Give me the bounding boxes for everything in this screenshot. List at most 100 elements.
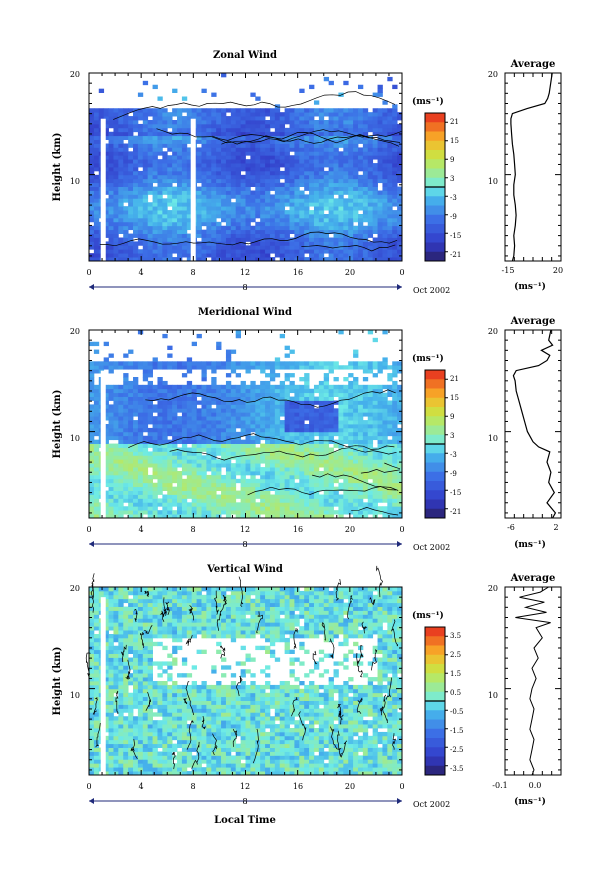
heatmap-cell	[186, 490, 193, 495]
heatmap-cell	[338, 206, 344, 211]
heatmap-cell	[225, 380, 232, 386]
heatmap-cell	[225, 217, 232, 223]
heatmap-cell	[392, 202, 398, 207]
heatmap-cell	[201, 384, 207, 390]
heatmap-cell	[338, 400, 344, 405]
heatmap-cell	[93, 108, 100, 113]
heatmap-cell	[118, 214, 124, 219]
heatmap-cell	[333, 155, 339, 160]
heatmap-cell	[255, 494, 261, 499]
heatmap-cell	[284, 210, 290, 215]
heatmap-cell	[294, 229, 300, 234]
heatmap-cell	[93, 237, 100, 242]
heatmap-cell	[392, 178, 398, 184]
heatmap-cell	[392, 439, 398, 444]
heatmap-cell	[201, 404, 207, 409]
heatmap-cell	[260, 233, 266, 238]
heatmap-cell	[93, 190, 100, 195]
heatmap-cell	[147, 120, 153, 125]
heatmap-cell	[284, 178, 290, 184]
heatmap-cell	[284, 459, 290, 464]
heatmap-cell	[225, 186, 232, 191]
heatmap-cell	[392, 84, 398, 90]
heatmap-cell	[191, 431, 197, 437]
heatmap-cell	[206, 206, 212, 211]
heatmap-cell	[343, 139, 349, 144]
heatmap-cell	[152, 143, 158, 148]
heatmap-cell	[172, 431, 178, 437]
heatmap-cell	[362, 377, 369, 382]
heatmap-cell	[348, 498, 354, 503]
heatmap-cell	[147, 443, 153, 448]
heatmap-cell	[177, 135, 183, 140]
heatmap-cell	[181, 135, 188, 140]
heatmap-cell	[221, 174, 227, 180]
heatmap-cell	[289, 435, 295, 441]
heatmap-cell	[123, 108, 129, 113]
heatmap-cell	[245, 427, 251, 433]
heatmap-cell	[328, 494, 334, 499]
heatmap-cell	[216, 249, 222, 254]
heatmap-cell	[387, 123, 393, 129]
heatmap-cell	[157, 159, 163, 164]
heatmap-cell	[348, 490, 354, 495]
heatmap-cell	[284, 506, 290, 511]
heatmap-cell	[255, 365, 261, 370]
heatmap-cell	[245, 369, 251, 374]
heatmap-cell	[367, 116, 374, 121]
heatmap-cell	[353, 170, 359, 176]
heatmap-cell	[269, 400, 276, 405]
heatmap-cell	[357, 471, 364, 476]
heatmap-cell	[133, 170, 139, 176]
heatmap-cell	[221, 392, 227, 397]
heatmap-cell	[89, 202, 95, 207]
heatmap-cell	[265, 471, 271, 476]
heatmap-cell	[142, 377, 149, 382]
heatmap-cell	[328, 190, 334, 195]
heatmap-cell	[260, 245, 266, 250]
heatmap-cell	[206, 514, 212, 519]
heatmap-cell	[201, 486, 207, 491]
heatmap-cell	[113, 178, 119, 184]
heatmap-cell	[255, 206, 261, 211]
heatmap-cell	[338, 127, 344, 133]
heatmap-cell	[137, 467, 144, 472]
heatmap-cell	[147, 502, 153, 507]
heatmap-cell	[367, 369, 374, 374]
heatmap-cell	[397, 229, 403, 234]
heatmap-cell	[230, 210, 237, 215]
heatmap-cell	[211, 186, 217, 191]
heatmap-cell	[274, 198, 281, 203]
heatmap-cell	[333, 420, 339, 425]
heatmap-cell	[377, 135, 383, 140]
heatmap-cell	[113, 174, 119, 180]
heatmap-cell	[201, 159, 207, 164]
heatmap-cell	[333, 392, 339, 397]
heatmap-cell	[216, 155, 222, 160]
heatmap-cell	[284, 424, 290, 429]
heatmap-cell	[152, 474, 158, 480]
heatmap-cell	[372, 123, 378, 129]
heatmap-cell	[128, 455, 134, 460]
heatmap-cell	[191, 341, 197, 347]
heatmap-cell	[240, 412, 246, 417]
heatmap-cell	[274, 396, 281, 401]
heatmap-cell	[260, 408, 266, 413]
heatmap-cell	[265, 474, 271, 480]
heatmap-cell	[353, 396, 359, 401]
heatmap-cell	[289, 190, 295, 195]
heatmap-cell	[113, 384, 119, 390]
heatmap-cell	[245, 494, 251, 499]
heatmap-cell	[128, 225, 134, 231]
heatmap-cell	[181, 384, 188, 390]
heatmap-cell	[216, 123, 222, 129]
heatmap-cell	[181, 233, 188, 238]
heatmap-cell	[206, 408, 212, 413]
heatmap-cell	[89, 139, 95, 144]
heatmap-cell	[377, 120, 383, 125]
heatmap-cell	[372, 257, 378, 262]
heatmap-cell	[357, 202, 364, 207]
heatmap-cell	[230, 143, 237, 148]
heatmap-cell	[245, 245, 251, 250]
y-tick-label: 10	[70, 177, 80, 186]
